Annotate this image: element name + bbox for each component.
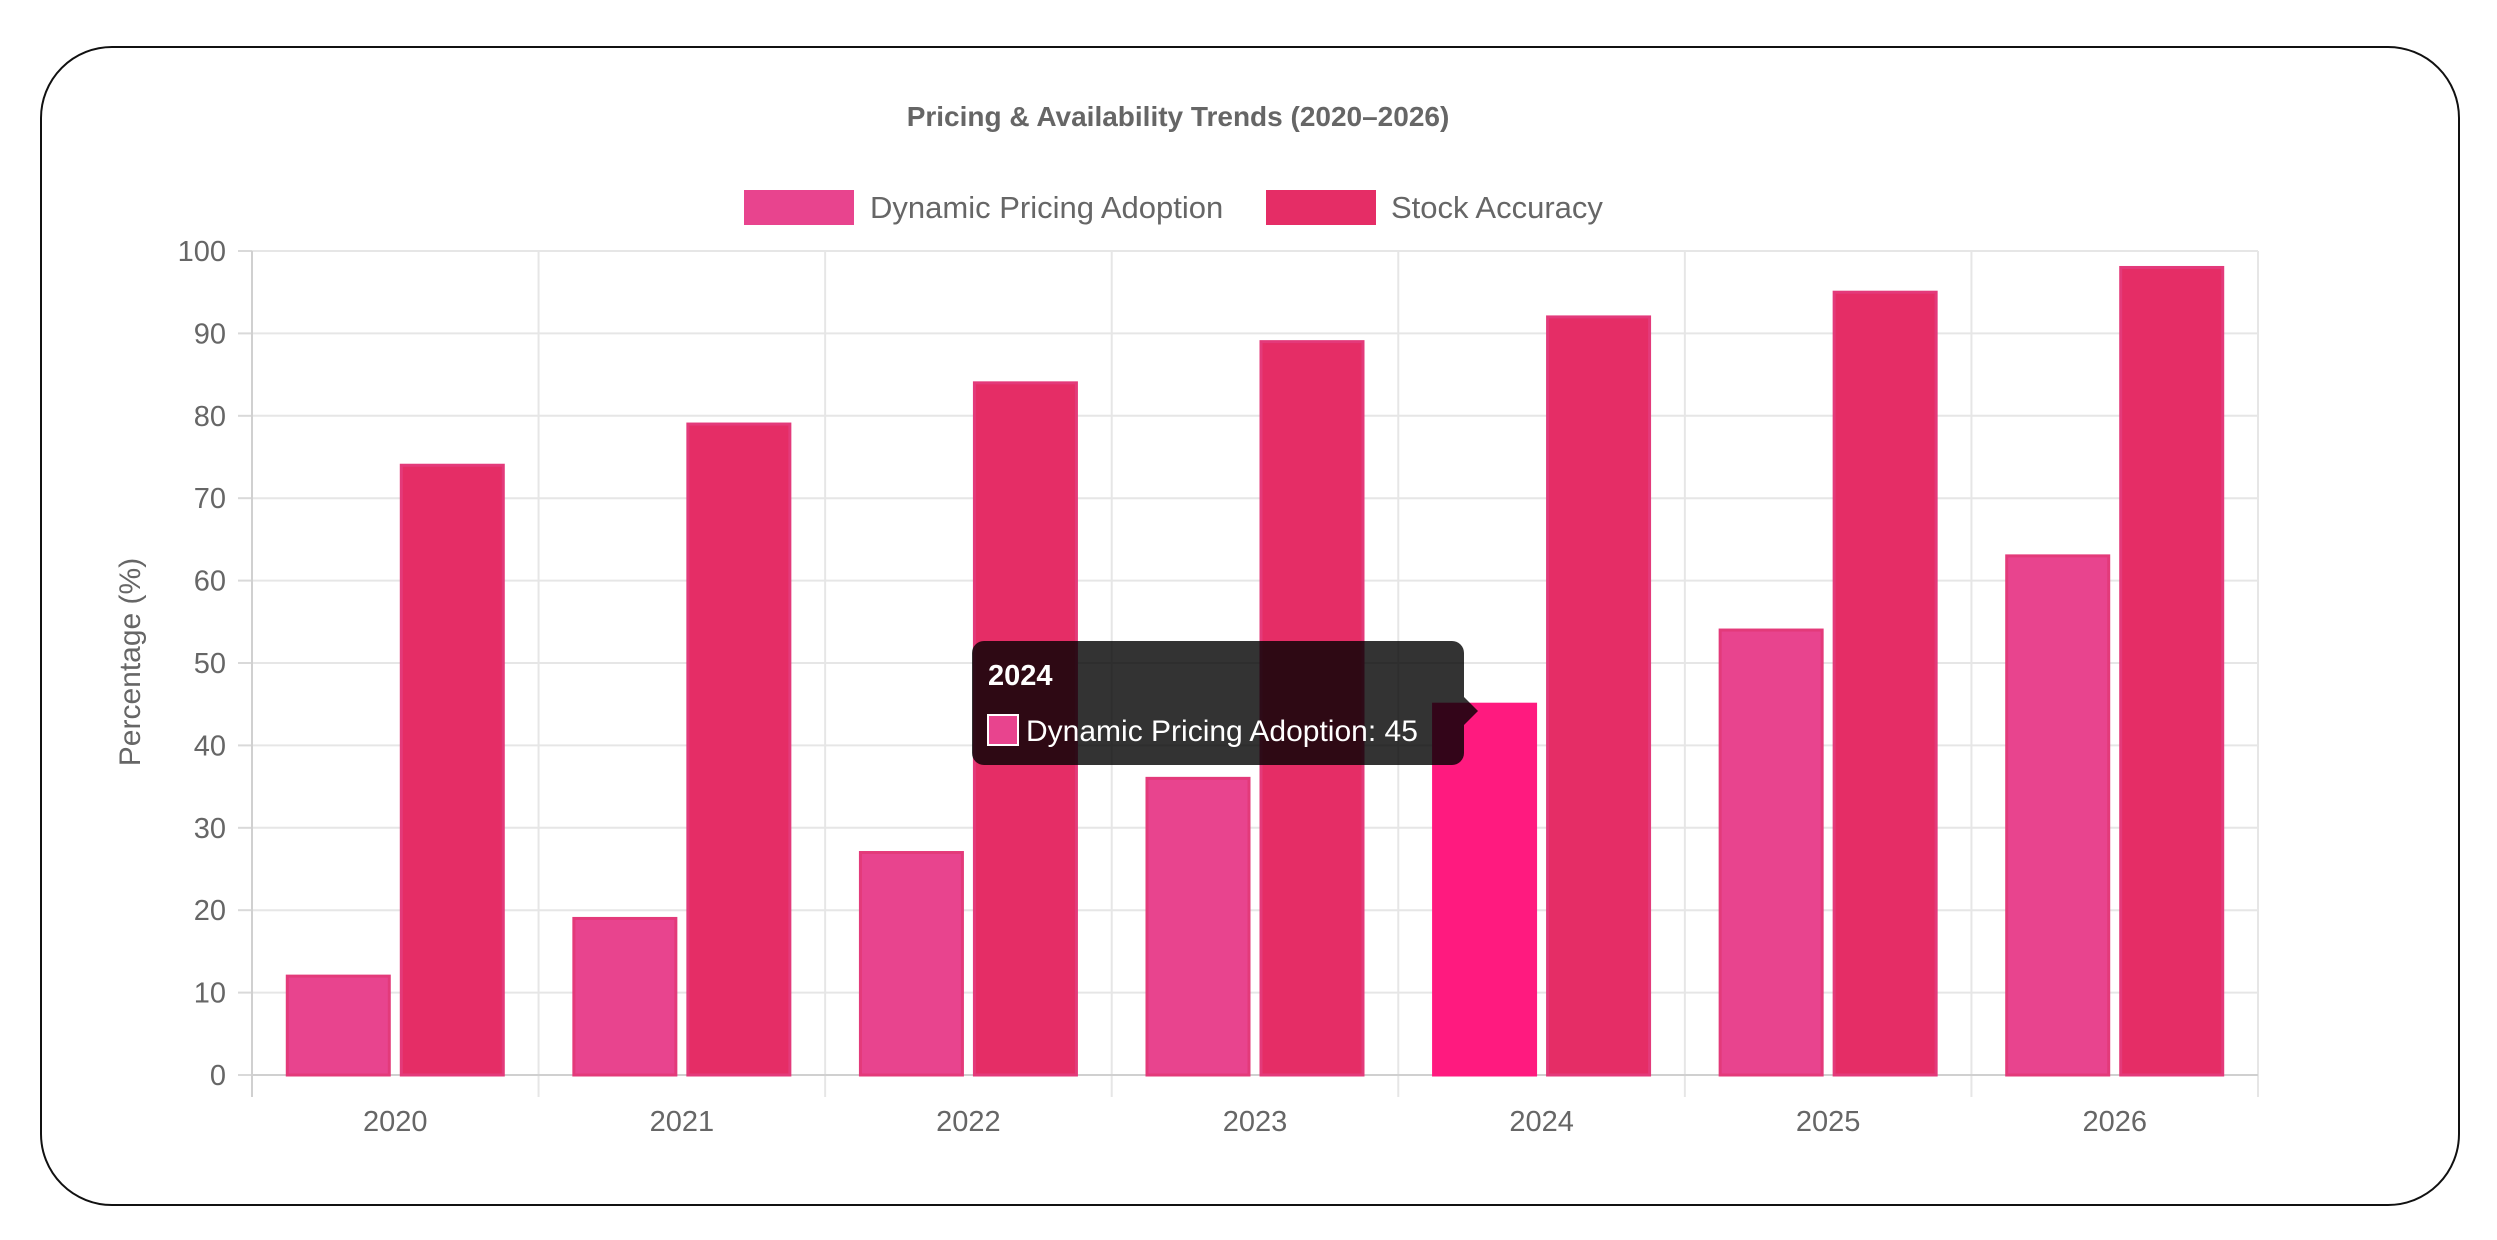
legend-item-dynamic-pricing-adoption[interactable]: Dynamic Pricing Adoption — [744, 190, 1223, 225]
bar-stock-accuracy-2024[interactable] — [1546, 315, 1652, 1077]
x-tick-label: 2026 — [2082, 1106, 2147, 1138]
bar-dynamic-pricing-adoption-2024[interactable] — [1432, 702, 1538, 1077]
y-tick-label: 50 — [194, 648, 226, 680]
bar-dynamic-pricing-adoption-2023[interactable] — [1145, 776, 1251, 1077]
bar-stock-accuracy-2026[interactable] — [2119, 265, 2225, 1077]
y-tick-label: 20 — [194, 895, 226, 927]
y-axis: 0 10 20 30 40 50 60 70 80 90 100 — [178, 236, 253, 1097]
legend-label: Dynamic Pricing Adoption — [870, 190, 1223, 225]
tooltip: 2024 Dynamic Pricing Adoption: 45 — [972, 641, 1478, 765]
x-axis: 2020 2021 2022 2023 2024 2025 2026 — [252, 1074, 2258, 1138]
tooltip-title: 2024 — [988, 660, 1053, 692]
y-tick-label: 100 — [178, 236, 226, 268]
bar-stock-accuracy-2021[interactable] — [686, 422, 792, 1077]
bar-dynamic-pricing-adoption-2021[interactable] — [572, 916, 678, 1077]
y-tick-label: 70 — [194, 483, 226, 515]
tooltip-box — [972, 641, 1464, 765]
y-tick-label: 60 — [194, 566, 226, 598]
bar-stock-accuracy-2020[interactable] — [399, 463, 505, 1077]
x-tick-label: 2023 — [1223, 1106, 1288, 1138]
bar-dynamic-pricing-adoption-2025[interactable] — [1718, 628, 1824, 1077]
x-tick-label: 2020 — [363, 1106, 428, 1138]
y-tick-label: 10 — [194, 978, 226, 1010]
y-tick-label: 80 — [194, 401, 226, 433]
legend-item-stock-accuracy[interactable]: Stock Accuracy — [1266, 190, 1603, 225]
legend-swatch — [744, 190, 854, 225]
tooltip-label: Dynamic Pricing Adoption: 45 — [1026, 715, 1418, 748]
x-tick-label: 2022 — [936, 1106, 1001, 1138]
legend-swatch — [1266, 190, 1376, 225]
bar-dynamic-pricing-adoption-2022[interactable] — [858, 851, 964, 1077]
bar-stock-accuracy-2025[interactable] — [1832, 290, 1938, 1077]
bar-dynamic-pricing-adoption-2020[interactable] — [285, 974, 391, 1077]
y-tick-label: 0 — [210, 1060, 226, 1092]
x-tick-label: 2021 — [650, 1106, 715, 1138]
y-tick-label: 40 — [194, 730, 226, 762]
tooltip-caret — [1464, 697, 1478, 725]
bar-dynamic-pricing-adoption-2026[interactable] — [2005, 554, 2111, 1077]
y-tick-label: 90 — [194, 318, 226, 350]
x-tick-label: 2024 — [1509, 1106, 1574, 1138]
y-tick-label: 30 — [194, 813, 226, 845]
chart-title: Pricing & Availability Trends (2020–2026… — [907, 101, 1450, 132]
chart-legend[interactable]: Dynamic Pricing Adoption Stock Accuracy — [744, 190, 1603, 225]
x-tick-label: 2025 — [1796, 1106, 1861, 1138]
legend-label: Stock Accuracy — [1391, 190, 1603, 225]
tooltip-swatch — [987, 714, 1019, 746]
y-axis-title: Percentage (%) — [114, 558, 147, 766]
